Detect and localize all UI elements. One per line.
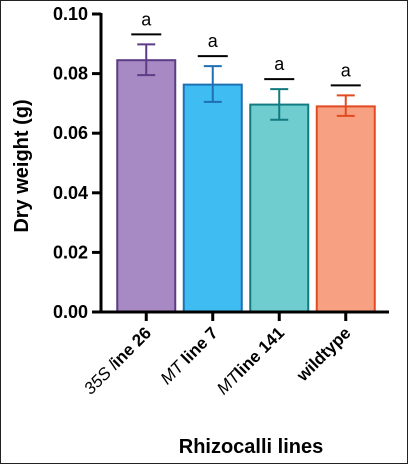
y-tick-label: 0.08 [53,64,88,84]
y-axis-title: Dry weight (g) [11,99,33,232]
bar-group: a [182,31,243,313]
bar [249,103,310,314]
y-tick-label: 0.06 [53,123,88,143]
bar [116,59,177,313]
y-tick-label: 0.10 [53,4,88,24]
bar-group: a [249,54,310,314]
significance-label: a [341,60,352,80]
x-tick-label: MT line 7 [157,323,222,388]
x-tick-label: MTline 141 [213,323,288,398]
y-tick-label: 0.00 [53,302,88,322]
bar-group: a [116,9,177,313]
y-axis: 0.00 0.02 0.04 0.06 0.08 0.10 [53,4,103,322]
x-axis-title: Rhizocalli lines [179,436,323,458]
x-tick-label: 35S line 26 [80,323,155,398]
x-tick-label: wildtype [292,323,354,385]
bar-group: a [315,60,376,313]
y-tick-label: 0.02 [53,242,88,262]
significance-label: a [274,54,285,74]
significance-label: a [141,9,152,29]
bar [315,105,376,313]
y-tick-label: 0.04 [53,183,88,203]
significance-label: a [208,31,219,51]
bars: a a a a [116,9,376,314]
bar [182,83,243,313]
